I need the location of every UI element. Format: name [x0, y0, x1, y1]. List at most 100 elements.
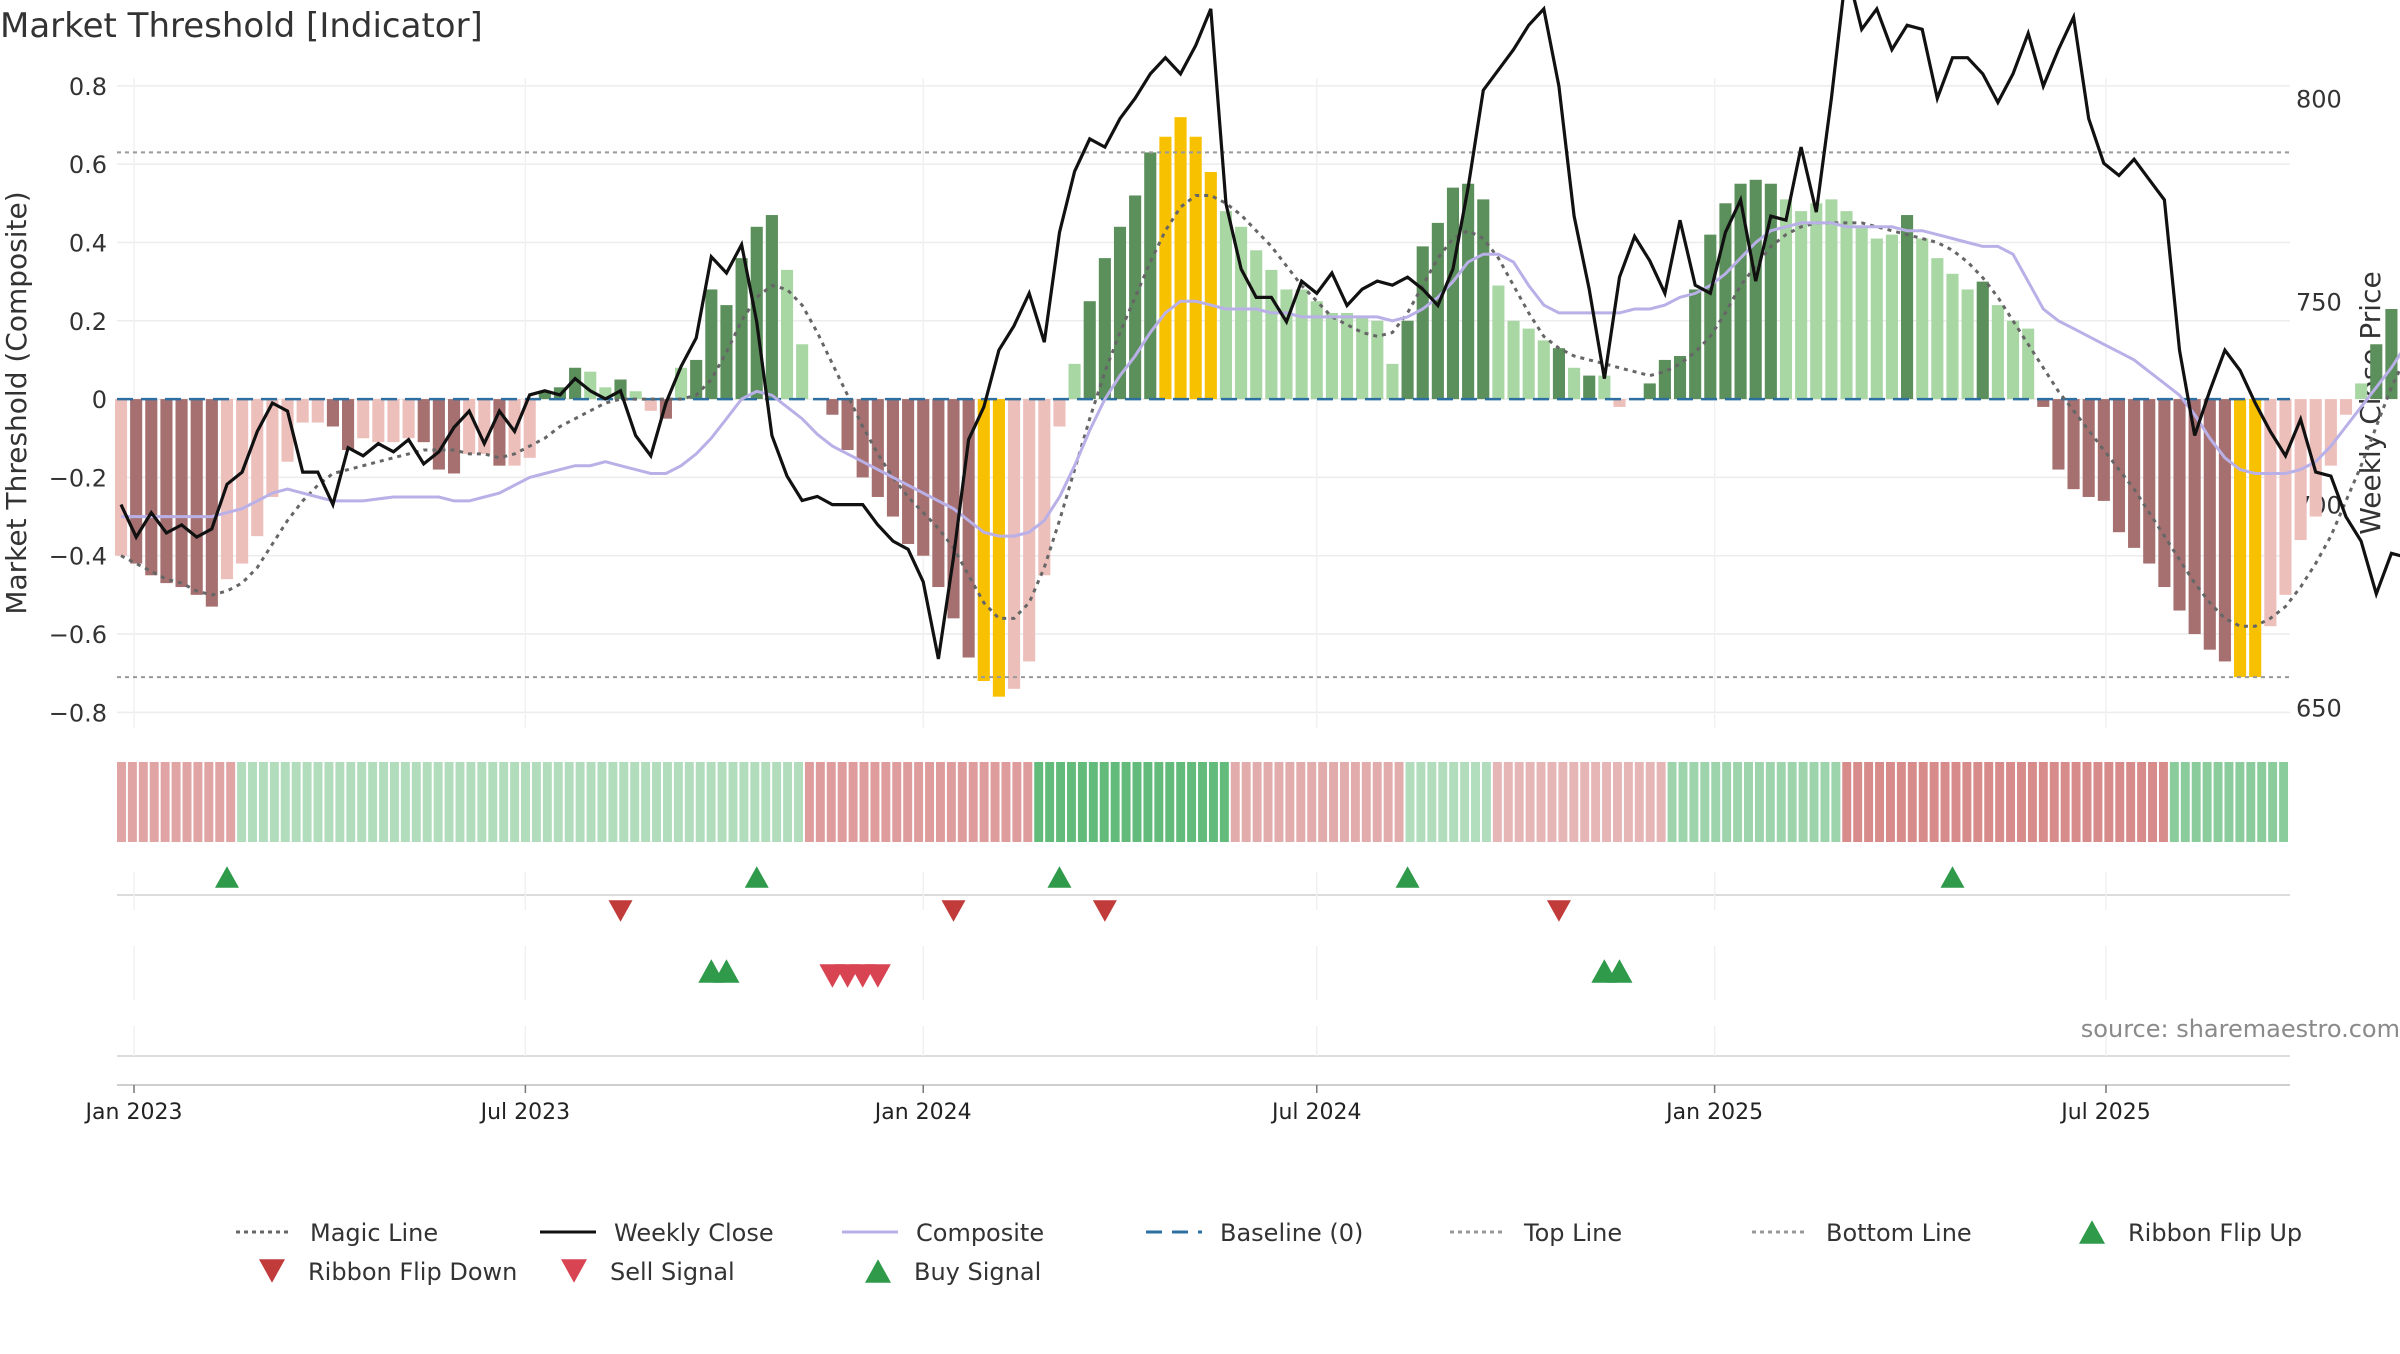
ribbon-cell: [455, 762, 465, 842]
ribbon-cell: [1143, 762, 1153, 842]
weekly-close-line: [119, 0, 2400, 660]
legend-label: Magic Line: [310, 1219, 438, 1247]
composite-bar: [2112, 399, 2126, 533]
ribbon-cell: [204, 762, 214, 842]
composite-bar: [538, 391, 551, 400]
ribbon-cell: [499, 762, 509, 842]
ribbon-cell: [2006, 762, 2016, 842]
composite-bar: [1356, 316, 1369, 400]
ribbon-cell: [1744, 762, 1753, 842]
composite-bar: [2324, 399, 2337, 466]
y2-axis-title: Weekly Close Price: [2354, 271, 2387, 534]
composite-bar: [1976, 281, 1989, 400]
ribbon-cell: [892, 762, 902, 842]
composite-bar: [145, 399, 158, 576]
ribbon-cell: [1700, 762, 1710, 842]
composite-bar: [599, 387, 612, 400]
composite-bar: [977, 399, 990, 682]
ribbon-cell: [1623, 762, 1633, 842]
composite-bar: [644, 399, 657, 411]
y-tick-label: −0.4: [49, 543, 107, 571]
ribbon-flip-up-marker: [1395, 866, 1420, 888]
composite-line: [121, 221, 2400, 538]
ribbon-cell: [1896, 762, 1906, 842]
composite-bar: [236, 399, 249, 564]
composite-bar: [1250, 250, 1263, 400]
composite-bar: [1310, 301, 1323, 400]
composite-bar: [1931, 258, 1944, 400]
composite-bar: [992, 399, 1005, 697]
composite-bar: [1431, 222, 1444, 400]
ribbon-cell: [2213, 762, 2223, 842]
buy-signal-marker: [1606, 959, 1633, 983]
y2-tick-label: 750: [2296, 288, 2342, 316]
composite-bar: [1704, 234, 1717, 400]
ribbon-flip-up-marker: [214, 866, 239, 888]
ribbon-cell: [1110, 762, 1120, 842]
ribbon-cell: [1885, 762, 1895, 842]
composite-bar: [765, 215, 778, 400]
ribbon-cell: [422, 762, 432, 842]
composite-bar: [2158, 399, 2171, 588]
composite-bar: [1568, 367, 1581, 400]
ribbon-cell: [400, 762, 410, 842]
ribbon-cell: [1787, 762, 1797, 842]
ribbon-cell: [728, 762, 738, 842]
composite-bar: [1144, 152, 1157, 400]
composite-bar: [2173, 399, 2186, 611]
magic-line: [120, 194, 2400, 628]
composite-bar: [311, 399, 324, 423]
ribbon-cell: [1001, 762, 1011, 842]
composite-bar: [1038, 399, 1051, 576]
ribbon-cell: [935, 762, 945, 842]
ribbon-cell: [859, 762, 869, 842]
ribbon-cell: [1198, 762, 1207, 842]
x-tick-label: Jan 2025: [1664, 1100, 1763, 1125]
y-tick-label: −0.8: [49, 699, 107, 727]
ribbon-cell: [914, 762, 924, 842]
composite-bar: [2082, 399, 2095, 497]
composite-bar: [1098, 258, 1111, 400]
ribbon-cell: [1569, 762, 1579, 842]
composite-bar: [629, 391, 642, 400]
ribbon-cell: [1383, 762, 1393, 842]
composite-bar: [1340, 312, 1354, 400]
ribbon-cell: [1154, 762, 1164, 842]
ribbon-cell: [761, 762, 771, 842]
ribbon-cell: [979, 762, 989, 842]
composite-bar: [1174, 117, 1187, 400]
ribbon-cell: [652, 762, 662, 842]
source-note: source: sharemaestro.com: [2080, 1015, 2400, 1043]
ribbon-cell: [2126, 762, 2136, 842]
ribbon-cell: [870, 762, 880, 842]
ribbon-cell: [1187, 762, 1197, 842]
composite-bar: [1219, 211, 1233, 400]
ribbon-flip-down-marker: [1546, 900, 1571, 922]
composite-bar: [281, 399, 294, 462]
ribbon-cell: [1438, 762, 1448, 842]
composite-bar: [1522, 328, 1535, 400]
ribbon-cell: [138, 762, 148, 842]
composite-bar: [1446, 187, 1460, 400]
ribbon-flip-up-marker: [1940, 866, 1965, 888]
legend-swatch-marker: [259, 1259, 285, 1283]
composite-bar: [417, 399, 430, 443]
buy-signal-marker: [713, 959, 740, 983]
ribbon-cell: [1973, 762, 1983, 842]
composite-bar: [1643, 383, 1656, 400]
ribbon-cell: [2180, 762, 2190, 842]
ribbon-cell: [1962, 762, 1972, 842]
ribbon-cell: [1318, 762, 1328, 842]
composite-bar: [2385, 309, 2398, 400]
ribbon-cell: [750, 762, 760, 842]
y-tick-label: 0.4: [69, 229, 107, 257]
ribbon-flip-down-marker: [608, 900, 633, 922]
composite-bar: [342, 399, 355, 450]
composite-bar: [1961, 289, 1974, 400]
composite-bar: [2052, 399, 2065, 470]
composite-bar: [2037, 399, 2050, 407]
composite-bar: [675, 367, 688, 400]
ribbon-flip-up-marker: [744, 866, 769, 888]
ribbon-cell: [237, 762, 247, 842]
